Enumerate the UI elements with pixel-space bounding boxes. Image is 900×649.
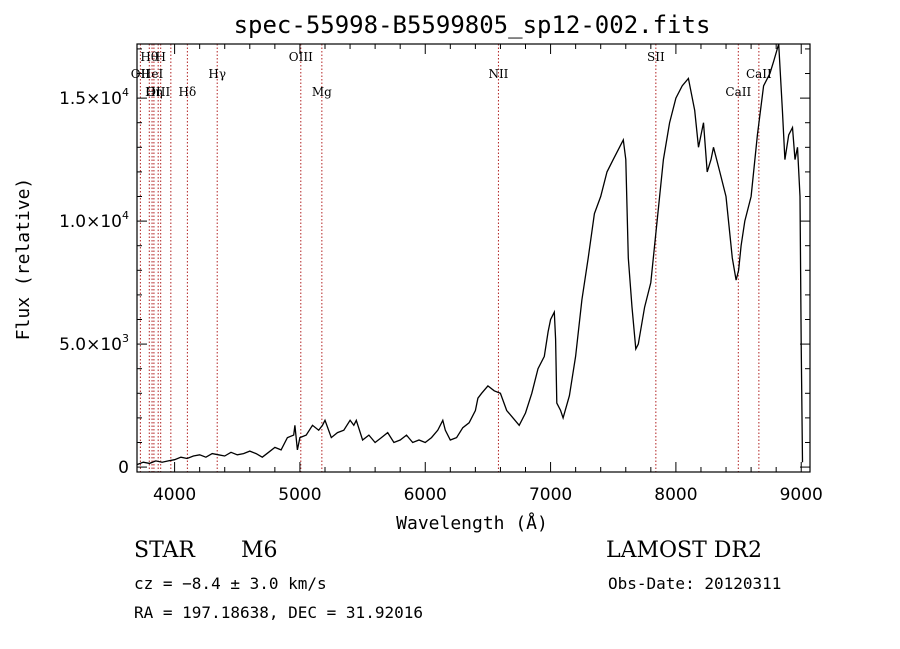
- line-marker-label-0: Hθ: [140, 50, 158, 64]
- line-marker-label-11: NII: [488, 67, 508, 81]
- class-label: STAR: [134, 538, 195, 563]
- y-axis-ticks: 0 5.0×103 1.0×104 1.5×104: [59, 48, 810, 478]
- line-marker-label-10: Mg: [312, 85, 332, 99]
- x-tick-label: 9000: [780, 485, 823, 505]
- line-marker-label-12: SII: [647, 50, 665, 64]
- y-tick-label: 0: [118, 458, 129, 478]
- line-marker-label-14: CaII: [746, 67, 772, 81]
- x-tick-label: 7000: [529, 485, 572, 505]
- redshift-text: cz = −8.4 ± 3.0 km/s: [134, 574, 327, 593]
- line-marker-label-9: OIII: [289, 50, 313, 64]
- line-marker-label-8: Hγ: [208, 67, 226, 81]
- x-axis-label: Wavelength (Å): [396, 512, 548, 534]
- x-tick-label: 8000: [654, 485, 697, 505]
- y-tick-label: 1.5×104: [59, 86, 129, 109]
- x-axis-ticks: 4000 5000 6000 7000 8000 9000: [153, 44, 823, 505]
- y-tick-label: 5.0×103: [59, 332, 129, 355]
- line-markers: [139, 44, 760, 472]
- chart-title: spec-55998-B5599805_sp12-002.fits: [234, 11, 711, 39]
- x-tick-label: 5000: [278, 485, 321, 505]
- y-tick-label: 1.0×104: [59, 209, 129, 232]
- spectrum-line: [136, 43, 804, 466]
- line-marker-label-3: HeI: [141, 67, 164, 81]
- line-marker-label-5: Hη: [145, 85, 163, 99]
- line-marker-label-4: OIII: [146, 85, 170, 99]
- obs-date-text: Obs-Date: 20120311: [608, 574, 782, 593]
- plot-frame: [136, 43, 811, 473]
- x-tick-label: 4000: [153, 485, 196, 505]
- x-tick-label: 6000: [404, 485, 447, 505]
- line-marker-label-1: H: [155, 50, 165, 64]
- coordinates-text: RA = 197.18638, DEC = 31.92016: [134, 603, 423, 622]
- y-axis-label: Flux (relative): [13, 178, 34, 341]
- survey-label: LAMOST DR2: [606, 538, 762, 563]
- line-marker-label-7: Hδ: [179, 85, 197, 99]
- line-marker-label-13: CaII: [725, 85, 751, 99]
- subclass-label: M6: [241, 538, 278, 563]
